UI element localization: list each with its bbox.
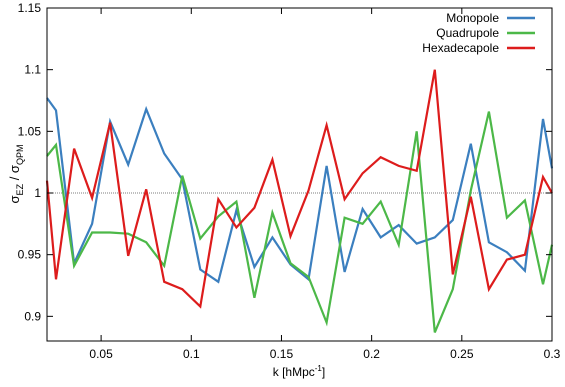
x-tick-label: 0.05	[89, 347, 113, 361]
y-axis-sigma-2: σ	[7, 165, 22, 173]
series-layer	[45, 69, 554, 333]
y-tick-label: 0.9	[24, 309, 41, 323]
y-tick-label: 1.15	[18, 1, 42, 15]
y-tick-label: 1.1	[24, 63, 41, 77]
x-tick-label: 0.15	[270, 347, 294, 361]
legend-label-quadrupole: Quadrupole	[436, 26, 499, 40]
x-axis-ticks: 0.05 0.1 0.15 0.2 0.25 0.3	[89, 8, 561, 361]
y-axis-sigma-1: σ	[7, 195, 22, 203]
x-axis-label: k [hMpc-1]	[273, 364, 325, 379]
plot-area	[47, 8, 552, 341]
x-axis-label-end: ]	[322, 365, 325, 379]
x-tick-label: 0.2	[363, 347, 380, 361]
x-tick-label: 0.25	[450, 347, 474, 361]
y-axis-sub-qpm: QPM	[15, 145, 25, 166]
legend: Monopole Quadrupole Hexadecapole	[422, 11, 535, 55]
legend-label-monopole: Monopole	[446, 11, 499, 25]
series-line-monopole	[46, 97, 554, 284]
y-axis-ticks: 0.9 0.95 1 1.05 1.1 1.15	[18, 1, 552, 323]
x-axis-label-exponent: -1	[315, 364, 323, 373]
y-axis-sub-ez: EZ	[15, 183, 25, 195]
y-tick-label: 1.05	[18, 124, 42, 138]
y-axis-separator: /	[7, 173, 22, 184]
x-axis-label-main: k [hMpc	[273, 365, 315, 379]
x-tick-label: 0.1	[183, 347, 200, 361]
y-axis-label: σEZ / σQPM	[7, 145, 25, 204]
legend-label-hexadecapole: Hexadecapole	[422, 41, 499, 55]
x-tick-label: 0.3	[544, 347, 561, 361]
series-line-hexadecapole	[45, 69, 553, 309]
y-tick-label: 0.95	[18, 248, 42, 262]
plot-frame	[46, 7, 553, 342]
y-tick-label: 1	[34, 186, 41, 200]
